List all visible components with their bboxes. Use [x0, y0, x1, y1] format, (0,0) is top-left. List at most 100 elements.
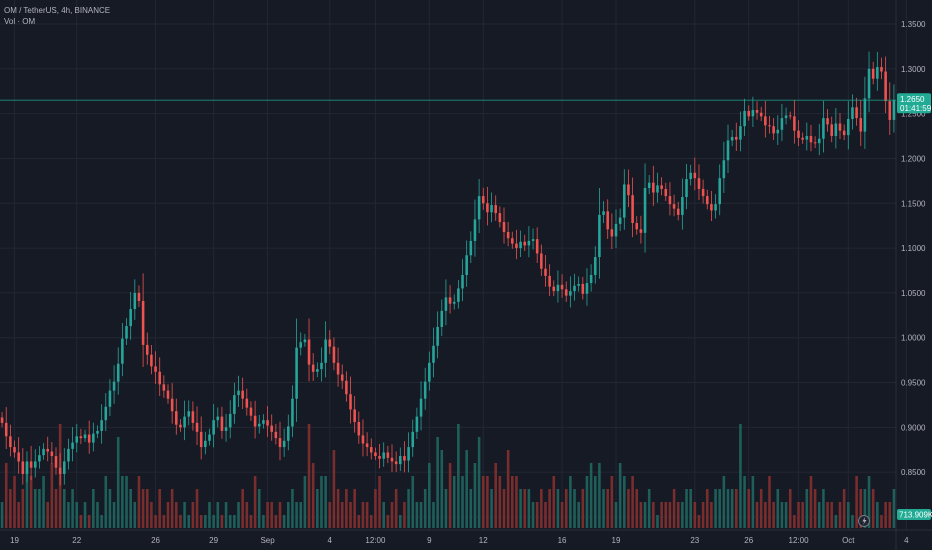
volume-bar [523, 489, 527, 528]
candle-body [340, 374, 344, 381]
volume-bar [892, 489, 896, 528]
candle-body [4, 422, 8, 437]
price-tick-label: 0.9000 [901, 423, 926, 432]
volume-bar [345, 489, 348, 528]
candle-body [643, 188, 647, 233]
volume-bar [473, 463, 477, 528]
candle-body [481, 196, 485, 204]
volume-bar [585, 476, 589, 528]
candle-body [623, 184, 626, 218]
volume-bar [133, 502, 137, 528]
candle-body [457, 288, 460, 302]
volume-bar [801, 502, 804, 528]
price-tick-label: 1.3500 [901, 20, 926, 29]
candle-body [328, 339, 332, 347]
candle-body [407, 447, 410, 461]
volume-bar [780, 502, 784, 528]
volume-bar [515, 476, 518, 528]
volume-badge-bg [897, 509, 931, 520]
symbol-title[interactable]: OM / TetherUS, 4h, BINANCE [4, 6, 111, 15]
candle-body [432, 345, 435, 363]
volume-bar [399, 515, 402, 528]
volume-bar [668, 502, 672, 528]
volume-bar [303, 476, 307, 528]
candle-body [776, 129, 780, 134]
volume-bar [660, 502, 663, 528]
candle-body [452, 301, 456, 304]
volume-bar [573, 489, 576, 528]
volume-bar [735, 489, 738, 528]
volume-bar [125, 476, 128, 528]
volume-bar [598, 463, 601, 528]
volume-bar [502, 489, 506, 528]
candle-body [602, 211, 605, 215]
volume-bar [33, 489, 37, 528]
volume-bar [432, 502, 435, 528]
volume-bar [349, 502, 352, 528]
candle-body [116, 363, 120, 382]
candle-body [780, 118, 784, 130]
volume-bar [743, 476, 746, 528]
candle-body [627, 184, 630, 196]
candle-body [332, 346, 336, 363]
volume-bar [593, 476, 597, 528]
volume-bar [498, 476, 502, 528]
candle-body [58, 467, 62, 474]
volume-badge-label: 713.909K [899, 511, 932, 520]
volume-bar [4, 463, 8, 528]
time-tick-label: Oct [842, 536, 855, 545]
candle-body [179, 424, 182, 428]
price-tick-label: 0.9500 [901, 379, 926, 388]
candle-body [830, 124, 833, 137]
volume-bar [664, 502, 668, 528]
volume-bar [465, 450, 468, 528]
candle-body [220, 416, 224, 431]
volume-bar [87, 515, 91, 528]
volume-bar [287, 502, 290, 528]
volume-bar [262, 515, 265, 528]
volume-bar [817, 502, 821, 528]
candle-body [589, 274, 593, 284]
time-tick-label: 26 [151, 536, 160, 545]
candle-body [535, 239, 539, 254]
time-tick-label: 12:00 [365, 536, 386, 545]
volume-bar [29, 476, 33, 528]
candle-body [544, 268, 547, 276]
candle-body [349, 394, 352, 410]
volume-bar [888, 502, 892, 528]
volume-bar [486, 476, 489, 528]
volume-bar [328, 502, 332, 528]
volume-bar [448, 463, 452, 528]
volume-bar [747, 489, 751, 528]
lightning-icon[interactable] [858, 515, 870, 527]
volume-bar [672, 489, 676, 528]
candle-body [892, 100, 896, 120]
candle-body [311, 364, 315, 372]
volume-bar [38, 489, 41, 528]
volume-bar [79, 515, 83, 528]
volume-bar [266, 502, 269, 528]
price-axis[interactable]: 1.3500 1.3000 1.2500 1.2000 1.1500 1.1000 1.05… [901, 20, 926, 522]
price-tick-label: 1.3000 [901, 65, 926, 74]
candle-body [440, 310, 444, 327]
candle-body [228, 413, 232, 428]
volume-bar [552, 476, 556, 528]
volume-bar [224, 502, 228, 528]
volume-bar [481, 476, 485, 528]
volume-bar [730, 489, 734, 528]
candle-body [888, 101, 892, 120]
time-axis[interactable]: 19 22 26 29 Sep 4 12:00 9 12 16 19 23 26 12:00 Oct 4 [10, 536, 909, 545]
candle-body [129, 309, 132, 327]
volume-bar [876, 502, 879, 528]
volume-bar [838, 502, 842, 528]
volume-bar [606, 489, 609, 528]
volume-bar [150, 502, 153, 528]
candle-body [75, 436, 79, 443]
candle-body [145, 344, 149, 355]
candle-body [826, 118, 829, 125]
volume-bar [83, 502, 87, 528]
candle-body [855, 107, 858, 119]
volume-legend[interactable]: Vol · OM [4, 17, 36, 26]
